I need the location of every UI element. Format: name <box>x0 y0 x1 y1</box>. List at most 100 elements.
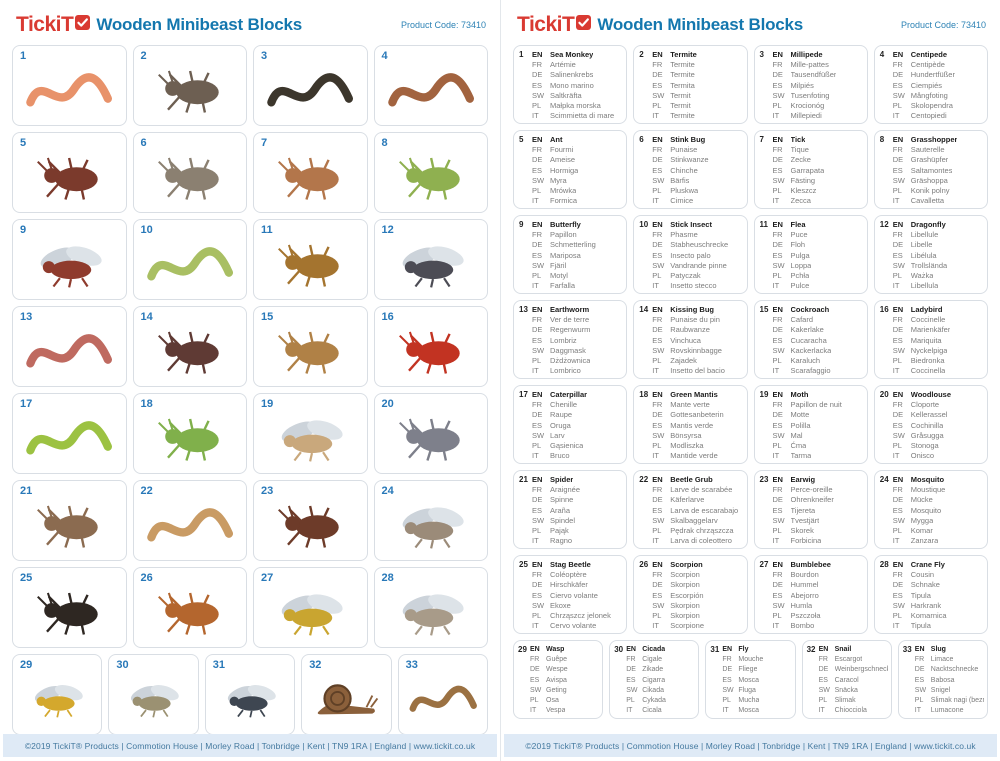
minibeast-name: Saltkräfta <box>550 90 582 100</box>
minibeast-name: Crane Fly <box>910 560 945 569</box>
cell-number: 17 <box>20 398 33 410</box>
minibeast-name: Cervo volante <box>550 621 597 631</box>
minibeast-cell-8: 8 <box>373 132 488 213</box>
minibeast-name: Bumblebee <box>790 560 831 569</box>
translation-row-sw: SW Snäcka <box>819 686 888 696</box>
translation-rows: EN Flea FR Puce DE Floh ES Pulga SW Loppa PL Pchła I… <box>773 220 864 293</box>
minibeast-name: Bruco <box>550 451 570 461</box>
minibeast-name: Gråsugga <box>910 430 944 440</box>
language-code: IT <box>652 366 659 376</box>
language-code: PL <box>892 101 902 111</box>
translation-row-sw: SW Tusenfoting <box>773 91 864 101</box>
translation-row-sw: SW Skorpion <box>652 601 743 611</box>
language-code: FR <box>818 656 828 664</box>
translation-row-sw: SW Saltkräfta <box>532 91 623 101</box>
translation-block-9: 9 EN Butterfly FR Papillon DE Schmetterling ES M… <box>513 215 628 294</box>
language-code: DE <box>818 666 829 674</box>
minibeast-cell-26: 26 <box>132 567 247 648</box>
minibeast-name: Ant <box>550 135 563 144</box>
translation-row-en: EN Scorpion <box>652 560 743 570</box>
minibeast-name: Caterpillar <box>550 390 588 399</box>
translation-row-es: ES Mono marino <box>532 81 623 91</box>
translation-block-31: 31 EN Fly FR Mouche DE Fliege ES Mosca SW Fluga PL M… <box>705 640 796 719</box>
minibeast-name: Schnake <box>910 580 940 590</box>
minibeast-cell-11: 11 <box>253 219 368 300</box>
translation-row-de: DE Hirschkäfer <box>532 580 623 590</box>
minibeast-name: Gottesanbeterin <box>670 410 724 420</box>
language-code: EN <box>652 220 663 229</box>
translation-row-es: ES Mosca <box>722 676 791 686</box>
translation-row-de: DE Spinne <box>532 495 623 505</box>
minibeast-cell-28: 28 <box>373 567 488 648</box>
language-code: DE <box>914 666 925 674</box>
minibeast-name: Araignée <box>550 485 581 495</box>
ant-photo <box>13 133 126 212</box>
translation-row-es: ES Vinchuca <box>652 336 743 346</box>
language-code: IT <box>772 451 780 461</box>
minibeast-name: Larva de escarabajo <box>670 505 739 515</box>
language-code: EN <box>532 475 543 484</box>
translation-block-3: 3 EN Millipede FR Mille-pattes DE Tausendfüßer… <box>753 45 868 124</box>
minibeast-name: Punaise du pin <box>670 315 720 325</box>
translation-row-en: EN Green Mantis <box>652 390 743 400</box>
minibeast-name: Biedronka <box>910 356 945 366</box>
translation-row-sw: SW Vandrande pinne <box>652 261 743 271</box>
language-code: SW <box>532 175 545 185</box>
language-code: EN <box>652 475 663 484</box>
translation-row-de: DE Stabheuschrecke <box>652 240 743 250</box>
language-code: ES <box>652 505 663 515</box>
language-code: FR <box>532 315 542 325</box>
translation-row-fr: FR Scorpion <box>652 570 743 580</box>
translation-block-2: 2 EN Termite FR Termite DE Termite ES Termita SW T… <box>633 45 748 124</box>
translation-block-23: 23 EN Earwig FR Perce-oreille DE Ohrenkneifer E… <box>753 470 868 549</box>
moth-photo <box>254 394 367 473</box>
language-code: ES <box>532 250 543 260</box>
translation-block-19: 19 EN Moth FR Papillon de nuit DE Motte ES Polil… <box>753 385 868 464</box>
minibeast-name: Ohrenkneifer <box>790 495 834 505</box>
language-code: EN <box>892 50 904 59</box>
minibeast-name: Sauterelle <box>910 145 945 155</box>
minibeast-name: Zecca <box>790 196 811 206</box>
minibeast-name: Earwig <box>790 475 816 484</box>
minibeast-name: Insecto palo <box>670 250 711 260</box>
language-code: EN <box>772 135 783 144</box>
translation-row-fr: FR Limace <box>915 655 984 665</box>
minibeast-name: Araña <box>550 505 571 515</box>
minibeast-name: Ćma <box>790 441 807 451</box>
translation-row-en: EN Butterfly <box>532 220 623 230</box>
minibeast-name: Earthworm <box>550 305 590 314</box>
minibeast-name: Snigel <box>930 686 951 694</box>
minibeast-name: Tick <box>790 135 806 144</box>
language-code: SW <box>772 90 785 100</box>
translation-row-es: ES Avispa <box>530 676 599 686</box>
cell-number: 13 <box>20 311 33 323</box>
product-code: Product Code: 73410 <box>900 20 986 30</box>
language-code: DE <box>892 155 904 165</box>
translation-row-fr: FR Larve de scarabée <box>652 485 743 495</box>
translation-row-es: ES Larva de escarabajo <box>652 506 743 516</box>
language-code: IT <box>892 196 900 206</box>
minibeast-name: Skorpion <box>670 611 700 621</box>
cell-number: 3 <box>261 50 268 62</box>
translation-row-it: IT Coccinella <box>893 366 984 376</box>
translation-row-it: IT Forbicina <box>773 536 864 546</box>
language-code: FR <box>772 400 783 410</box>
translation-row-it: IT Lumacone <box>915 706 984 716</box>
minibeast-name: Mucha <box>738 697 760 705</box>
minibeast-name: Kellerassel <box>910 410 948 420</box>
translation-row-it: IT Chiocciola <box>819 706 888 716</box>
language-code: IT <box>772 621 780 631</box>
product-code: Product Code: 73410 <box>400 20 486 30</box>
block-number: 8 <box>879 135 885 144</box>
language-code: PL <box>626 697 635 705</box>
language-code: EN <box>772 220 783 229</box>
language-code: DE <box>652 325 663 335</box>
minibeast-name: Polilla <box>790 420 811 430</box>
language-code: IT <box>652 536 659 546</box>
translation-row-it: IT Onisco <box>893 451 984 461</box>
translation-row-es: ES Abejorro <box>773 591 864 601</box>
translation-row-sw: SW Harkrank <box>893 601 984 611</box>
translation-block-13: 13 EN Earthworm FR Ver de terre DE Regenwurm ES… <box>513 300 628 379</box>
minibeast-name: Cloporte <box>910 400 940 410</box>
minibeast-name: Moth <box>790 390 809 399</box>
